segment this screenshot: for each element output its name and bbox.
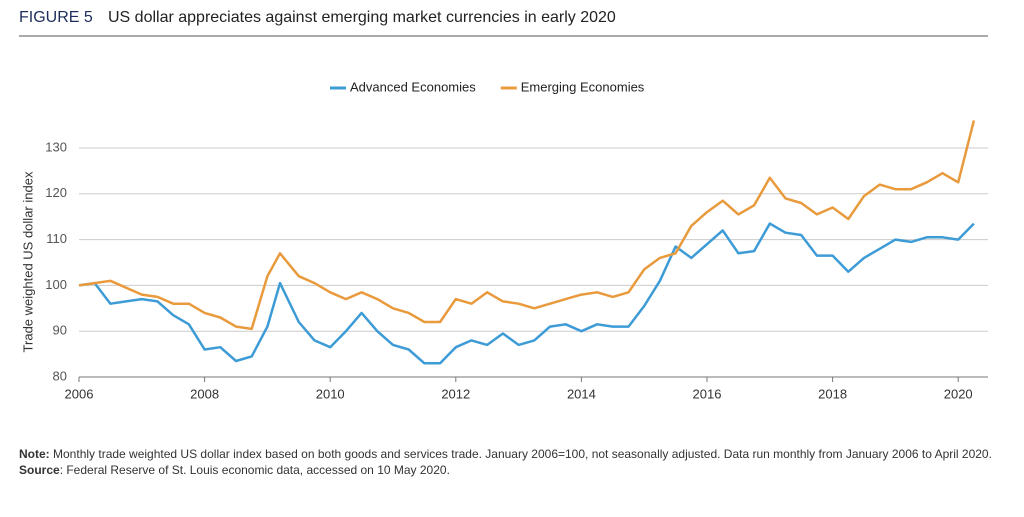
notes: Note: Monthly trade weighted US dollar i…	[19, 446, 999, 478]
figure-label: FIGURE 5	[19, 9, 93, 26]
x-tick-label: 2018	[818, 386, 847, 401]
x-tick-label: 2008	[190, 386, 219, 401]
chart: FIGURE 5 US dollar appreciates against e…	[19, 9, 988, 401]
x-tick-label: 2006	[65, 386, 94, 401]
x-tick-label: 2010	[316, 386, 345, 401]
series-line	[78, 120, 976, 331]
legend-label: Advanced Economies	[350, 79, 476, 94]
y-tick-label: 120	[45, 185, 67, 200]
source-text: : Federal Reserve of St. Louis economic …	[59, 463, 450, 477]
note-label: Note:	[19, 447, 50, 461]
x-tick-label: 2014	[567, 386, 596, 401]
y-tick-label: 110	[46, 231, 67, 246]
source-label: Source	[19, 463, 60, 477]
y-axis-label: Trade weighted US dollar index	[20, 171, 35, 352]
note: Note: Monthly trade weighted US dollar i…	[19, 446, 999, 462]
chart-title: US dollar appreciates against emerging m…	[108, 9, 616, 26]
note-text: Monthly trade weighted US dollar index b…	[53, 447, 992, 461]
y-tick-label: 100	[45, 277, 67, 292]
x-tick-label: 2016	[693, 386, 722, 401]
source: Source: Federal Reserve of St. Louis eco…	[19, 462, 999, 478]
y-tick-label: 90	[53, 323, 67, 338]
y-tick-label: 130	[45, 139, 67, 154]
legend-label: Emerging Economies	[521, 79, 645, 94]
x-tick-label: 2020	[944, 386, 973, 401]
series-line	[78, 222, 975, 365]
y-tick-label: 80	[53, 368, 67, 383]
x-tick-label: 2012	[441, 386, 470, 401]
